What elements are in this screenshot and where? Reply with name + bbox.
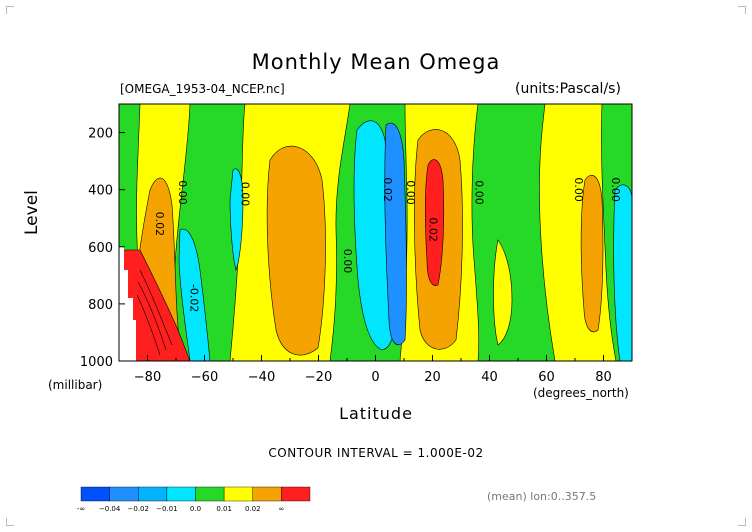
x-tick-label: −80 <box>134 370 161 385</box>
x-axis-label: Latitude <box>339 404 413 423</box>
x-tick-label: 60 <box>538 370 555 385</box>
crop-mark <box>6 518 14 526</box>
contour-label: 0.00 <box>609 177 622 202</box>
field-region <box>266 145 326 356</box>
y-tick-label: 1000 <box>80 355 113 370</box>
y-axis-unit: (millibar) <box>48 378 103 392</box>
y-tick-label: 800 <box>88 298 113 313</box>
field-region <box>424 159 445 286</box>
contour-labels: 0.00 0.02 -0.02 0.00 0.00 0.02 0.00 0.02 0.00 0.0… <box>153 177 622 312</box>
colorbar-swatch <box>166 486 196 502</box>
contour-interval: CONTOUR INTERVAL = 1.000E-02 <box>268 446 484 460</box>
colorbar-label: ∞ <box>278 505 284 513</box>
missing-data <box>119 247 136 361</box>
x-tick-label: −60 <box>191 370 218 385</box>
crop-mark <box>738 6 746 14</box>
field-region <box>178 228 211 361</box>
colorbar-label: 0.02 <box>245 505 261 513</box>
contour-label: 0.00 <box>404 180 417 205</box>
colorbar-swatch <box>281 486 311 502</box>
colorbar-label: −0.01 <box>156 505 177 513</box>
y-tick-label: 600 <box>88 241 113 256</box>
y-tick-label: 200 <box>88 127 113 142</box>
field-region <box>493 239 513 346</box>
y-tick-label: 400 <box>88 184 113 199</box>
crop-mark <box>738 518 746 526</box>
colorbar: -∞ −0.04 −0.02 −0.01 0.0 0.01 0.02 ∞ <box>77 486 311 513</box>
colorbar-label: −0.02 <box>128 505 149 513</box>
x-tick-label: 20 <box>424 370 441 385</box>
x-axis-unit: (degrees_north) <box>533 386 629 400</box>
y-ticks: 200 400 600 800 1000 <box>80 127 125 370</box>
crop-mark <box>6 6 14 14</box>
colorbar-swatch <box>109 486 139 502</box>
colorbar-label: 0.01 <box>216 505 232 513</box>
x-ticks: −80 −60 −40 −20 0 20 40 60 80 <box>134 355 633 385</box>
plot-area <box>119 104 632 361</box>
contour-label: -0.02 <box>187 284 200 312</box>
field-region <box>580 175 604 333</box>
colorbar-swatch <box>223 486 253 502</box>
contour-label: 0.00 <box>239 182 252 207</box>
field-region <box>613 184 632 361</box>
colorbar-swatch <box>138 486 168 502</box>
field-region <box>119 249 191 361</box>
file-name: [OMEGA_1953-04_NCEP.nc] <box>120 82 285 96</box>
contour-label: 0.00 <box>572 177 585 202</box>
x-tick-label: 80 <box>595 370 612 385</box>
contour-label: 0.02 <box>381 177 394 202</box>
field-region <box>384 122 407 345</box>
colorbar-label: -∞ <box>77 505 85 513</box>
colorbar-label: 0.0 <box>190 505 201 513</box>
colorbar-swatch <box>195 486 225 502</box>
red-contours <box>136 269 173 356</box>
chart-title: Monthly Mean Omega <box>251 50 501 74</box>
units-label: (units:Pascal/s) <box>515 81 621 97</box>
contour-label: 0.00 <box>341 249 354 274</box>
x-tick-label: −20 <box>305 370 332 385</box>
colorbar-swatch <box>80 486 110 502</box>
x-tick-label: 40 <box>481 370 498 385</box>
contour-label: 0.02 <box>153 212 166 237</box>
contour-label: 0.02 <box>427 217 440 242</box>
colorbar-label: −0.04 <box>99 505 121 513</box>
contour-label: 0.00 <box>176 180 189 205</box>
colorbar-swatch <box>252 486 282 502</box>
mean-note: (mean) lon:0..357.5 <box>487 490 597 503</box>
contour-label: 0.00 <box>472 180 485 205</box>
x-tick-label: 0 <box>371 370 379 385</box>
x-tick-label: −40 <box>248 370 275 385</box>
field-region <box>229 168 244 271</box>
